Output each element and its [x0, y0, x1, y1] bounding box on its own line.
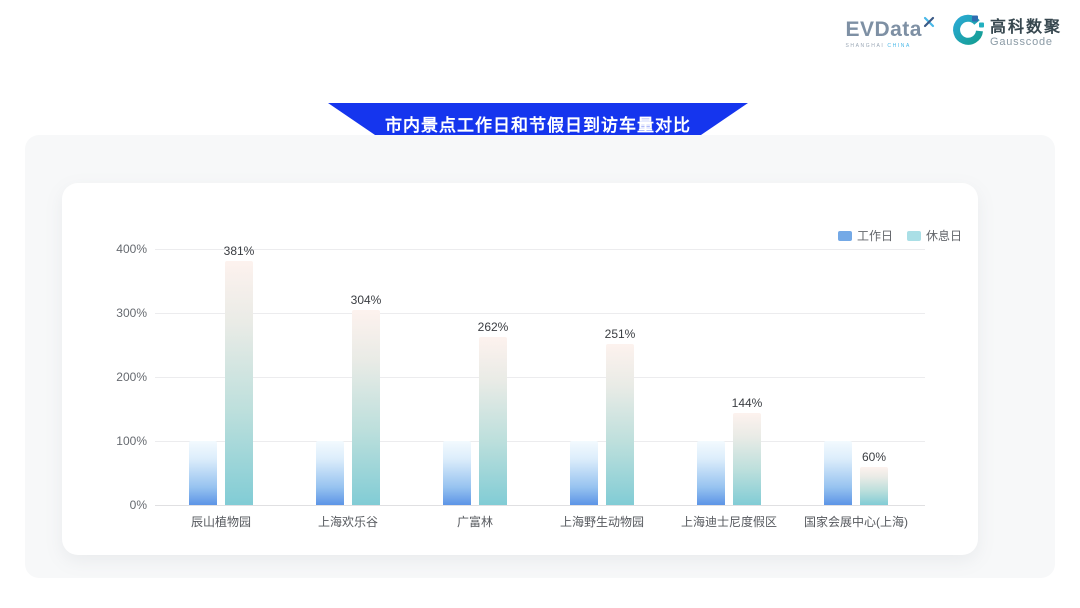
bar-workday	[570, 441, 598, 505]
legend-swatch	[906, 230, 921, 241]
bar-workday	[697, 441, 725, 505]
gausscode-logo-en: Gausscode	[989, 36, 1053, 49]
evdata-logo-text: EVData	[845, 17, 922, 41]
gausscode-g-icon	[951, 14, 985, 53]
chart-card: 工作日 休息日 0% 100% 200% 300% 400% 381% 辰山植物园 304% 上海…	[62, 183, 978, 555]
x-axis-category-label: 上海欢乐谷	[317, 515, 379, 529]
bar-workday	[189, 441, 217, 505]
y-axis-tick-label: 100%	[116, 434, 147, 448]
header-logos: EVData SHANGHAI CHINA	[845, 14, 1062, 53]
gridline	[155, 313, 925, 314]
page-title: 市内景点工作日和节假日到访车量对比	[385, 115, 691, 135]
x-axis-category-label: 上海迪士尼度假区	[680, 515, 778, 529]
bar-value-label: 251%	[604, 327, 636, 342]
legend-label: 休息日	[925, 229, 962, 243]
bar-workday	[824, 441, 852, 505]
gridline	[155, 249, 925, 250]
gausscode-logo: 高科数聚 Gausscode	[951, 14, 1062, 53]
chart-legend: 工作日 休息日	[837, 227, 962, 244]
bar-value-label: 60%	[861, 449, 887, 464]
x-axis-line	[155, 505, 925, 506]
gridline	[155, 441, 925, 442]
bar-restday	[479, 337, 507, 505]
gausscode-logo-cn: 高科数聚	[989, 18, 1062, 36]
legend-item[interactable]: 休息日	[906, 227, 962, 244]
y-axis-tick-label: 300%	[116, 306, 147, 320]
y-axis-tick-label: 0%	[129, 498, 147, 512]
bar-restday	[606, 344, 634, 505]
bar-value-label: 381%	[223, 244, 255, 259]
x-axis-category-label: 国家会展中心(上海)	[804, 515, 908, 529]
y-axis-tick-label: 200%	[116, 370, 147, 384]
x-axis-category-label: 上海野生动物园	[559, 515, 645, 529]
bar-restday	[860, 466, 888, 505]
bar-chart: 0% 100% 200% 300% 400% 381% 辰山植物园 304% 上海欢乐谷 262%…	[62, 183, 978, 555]
legend-label: 工作日	[856, 229, 893, 243]
bar-value-label: 144%	[731, 395, 763, 410]
bar-workday	[443, 441, 471, 505]
legend-item[interactable]: 工作日	[837, 227, 893, 244]
x-axis-category-label: 广富林	[456, 515, 494, 529]
bar-workday	[316, 441, 344, 505]
bar-restday	[352, 310, 380, 505]
bar-restday	[733, 412, 761, 505]
bar-restday	[225, 261, 253, 505]
legend-swatch	[837, 230, 852, 241]
evdata-logo-subtext: SHANGHAI CHINA	[845, 42, 911, 49]
x-mark-icon	[923, 15, 935, 33]
bar-value-label: 304%	[350, 293, 382, 308]
bar-value-label: 262%	[477, 320, 509, 335]
gridline	[155, 377, 925, 378]
x-axis-category-label: 辰山植物园	[190, 515, 252, 529]
y-axis-tick-label: 400%	[116, 242, 147, 256]
evdata-logo: EVData SHANGHAI CHINA	[845, 16, 935, 49]
